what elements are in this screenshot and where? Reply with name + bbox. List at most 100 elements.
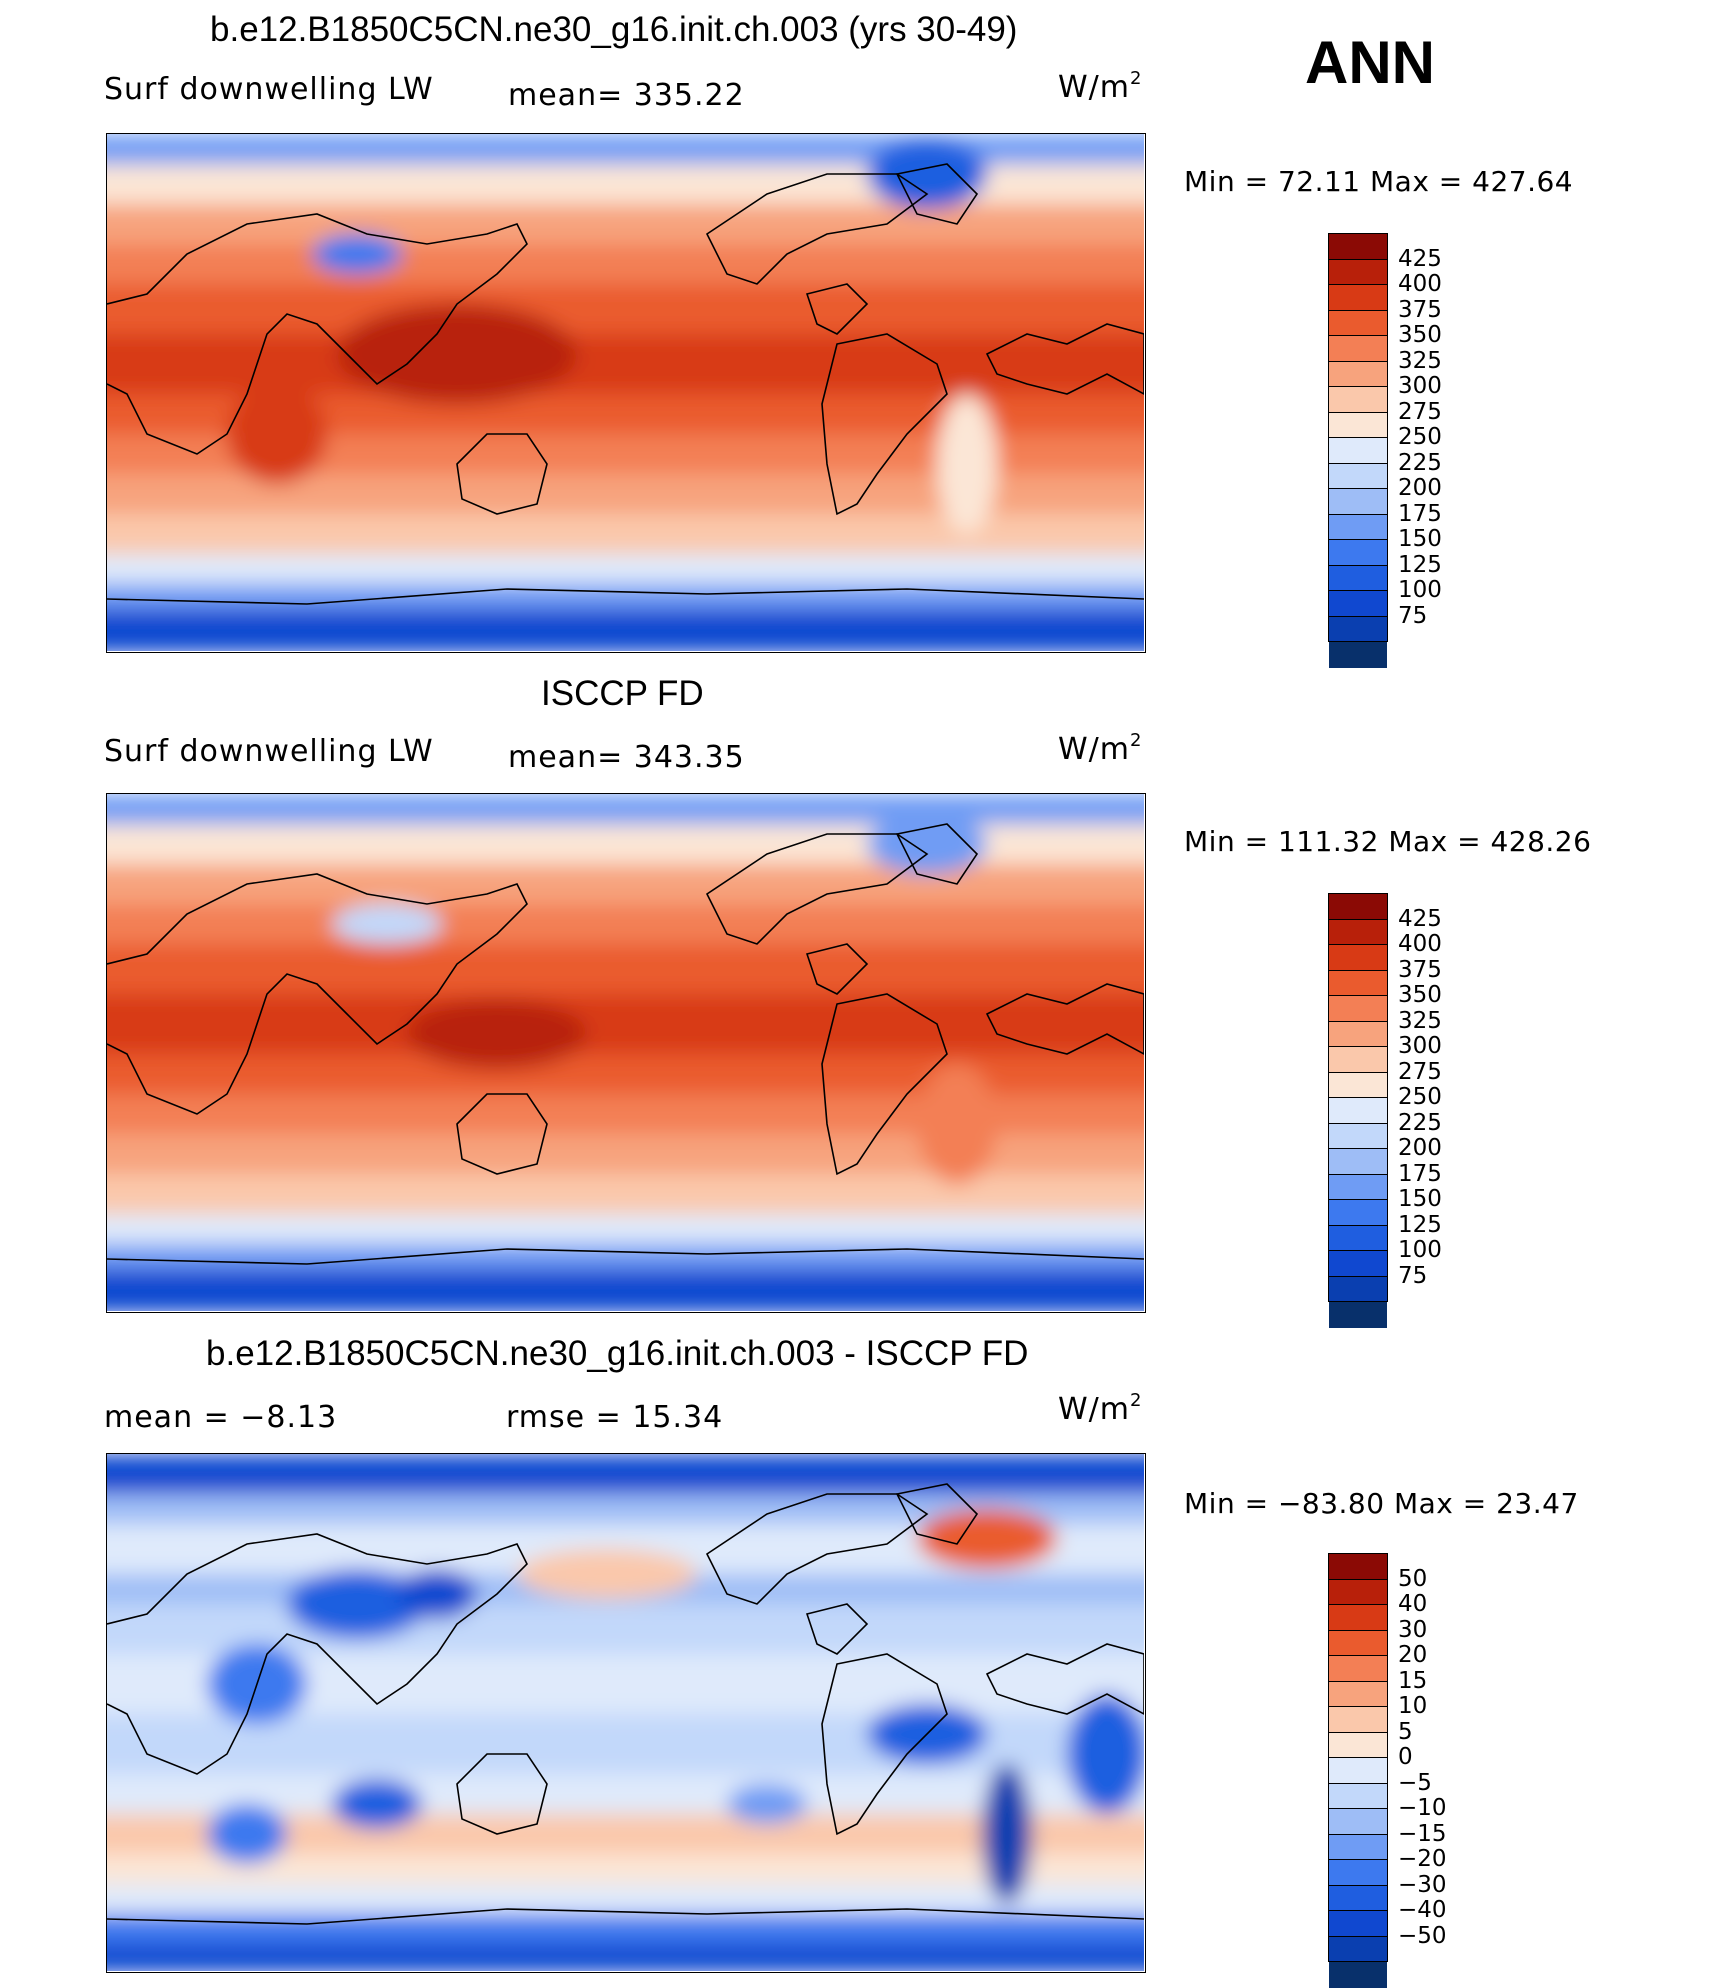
colorbar-swatch (1329, 1962, 1387, 1988)
season-label: ANN (1305, 29, 1435, 96)
colorbar-swatch (1329, 514, 1387, 540)
colorbar-swatch (1329, 1098, 1387, 1124)
colorbar-tick-label: 250 (1398, 1084, 1442, 1110)
panel2-mean-label: mean= 343.35 (508, 740, 745, 775)
field-feature (312, 234, 402, 274)
colorbar-tick-label: 15 (1398, 1667, 1428, 1694)
colorbar-tick-label: −20 (1398, 1846, 1447, 1872)
colorbar-swatch (1329, 1021, 1387, 1047)
colorbar-swatch (1329, 1554, 1387, 1580)
colorbar-swatch (1329, 1860, 1387, 1886)
colorbar-tick-label: 175 (1398, 500, 1442, 527)
field-band (107, 609, 1144, 651)
colorbar-tick-label: −30 (1398, 1871, 1447, 1898)
panel2-title: ISCCP FD (541, 674, 704, 713)
colorbar-tick-label: 375 (1398, 296, 1442, 323)
field-band (107, 864, 1144, 906)
colorbar-tick-label: 75 (1398, 602, 1428, 629)
colorbar-swatch (1329, 1276, 1387, 1302)
colorbar-swatch (1329, 1251, 1387, 1277)
colorbar-swatch (1329, 1809, 1387, 1835)
field-feature (287, 1569, 427, 1639)
colorbar-tick-label: 250 (1398, 424, 1442, 450)
field-feature (1067, 1694, 1144, 1814)
panel1-mean-label: mean= 335.22 (508, 78, 745, 113)
colorbar-swatch (1329, 1579, 1387, 1605)
field-band (107, 824, 1144, 866)
field-band (107, 1269, 1144, 1311)
colorbar-swatch (1329, 1732, 1387, 1758)
field-band (107, 904, 1144, 946)
coastline (985, 323, 1144, 395)
colorbar-swatch (1329, 1656, 1387, 1682)
panel2-units: W/m2 (1058, 730, 1143, 767)
field-band (107, 1914, 1144, 1946)
colorbar-swatch (1329, 1707, 1387, 1733)
colorbar-swatch (1329, 1302, 1387, 1328)
coastline (705, 833, 929, 945)
field-band (107, 134, 1144, 166)
field-band (107, 514, 1144, 556)
colorbar-tick-label: 175 (1398, 1160, 1442, 1187)
colorbar-tick-label: 150 (1398, 526, 1442, 552)
coastline (895, 1483, 979, 1545)
colorbar-swatch (1329, 489, 1387, 515)
field-band (107, 944, 1144, 996)
colorbar-tick-label: 275 (1398, 1058, 1442, 1085)
panel2-variable-label: Surf downwelling LW (104, 734, 434, 769)
field-band (107, 204, 1144, 246)
field-feature (207, 1804, 287, 1864)
coastline (107, 873, 528, 1115)
coastline (705, 173, 929, 285)
panel3-title: b.e12.B1850C5CN.ne30_g16.init.ch.003 - I… (206, 1334, 1029, 1373)
colorbar-tick-label: 30 (1398, 1616, 1428, 1643)
colorbar-tick-label: 200 (1398, 475, 1442, 501)
colorbar-swatch (1329, 1072, 1387, 1098)
colorbar-tick-label: 5 (1398, 1718, 1413, 1745)
field-band (107, 1944, 1144, 1971)
colorbar-swatch (1329, 1605, 1387, 1631)
panel3-rmse-label: rmse = 15.34 (506, 1400, 724, 1435)
coastline (821, 1653, 948, 1836)
colorbar-swatch (1329, 1936, 1387, 1962)
field-band (107, 1174, 1144, 1216)
coastline (107, 1248, 1144, 1265)
field-band (107, 164, 1144, 206)
panel3-map (106, 1453, 1146, 1973)
panel2-minmax: Min = 111.32 Max = 428.26 (1184, 825, 1592, 858)
colorbar-swatch (1329, 1225, 1387, 1251)
colorbar-tick-label: 100 (1398, 577, 1442, 603)
coastline (705, 1493, 929, 1605)
colorbar-tick-label: 150 (1398, 1186, 1442, 1212)
coastline (107, 1533, 528, 1775)
colorbar-swatch (1329, 310, 1387, 336)
colorbar-swatch (1329, 1834, 1387, 1860)
field-band (107, 1854, 1144, 1886)
panel1-map (106, 133, 1146, 653)
colorbar-swatch (1329, 1123, 1387, 1149)
colorbar-swatch (1329, 285, 1387, 311)
field-band (107, 1604, 1144, 1656)
panel1-variable-label: Surf downwelling LW (104, 72, 434, 107)
colorbar-swatch (1329, 1200, 1387, 1226)
field-feature (937, 394, 997, 534)
colorbar-tick-label: 350 (1398, 982, 1442, 1008)
colorbar-swatch (1329, 970, 1387, 996)
colorbar-swatch (1329, 463, 1387, 489)
colorbar-swatch (1329, 616, 1387, 642)
field-band (107, 244, 1144, 286)
field-band (107, 1774, 1144, 1816)
coastline (456, 1753, 548, 1835)
panel3-colorbar (1328, 1553, 1388, 1988)
field-feature (517, 1549, 697, 1599)
field-band (107, 1214, 1144, 1246)
colorbar-swatch (1329, 361, 1387, 387)
colorbar-swatch (1329, 540, 1387, 566)
field-feature (917, 1064, 997, 1184)
colorbar-swatch (1329, 1047, 1387, 1073)
coastline (895, 823, 979, 885)
field-band (107, 994, 1144, 1056)
panel3-minmax: Min = −83.80 Max = 23.47 (1184, 1487, 1579, 1520)
colorbar-tick-label: 375 (1398, 956, 1442, 983)
colorbar-tick-label: 325 (1398, 347, 1442, 374)
